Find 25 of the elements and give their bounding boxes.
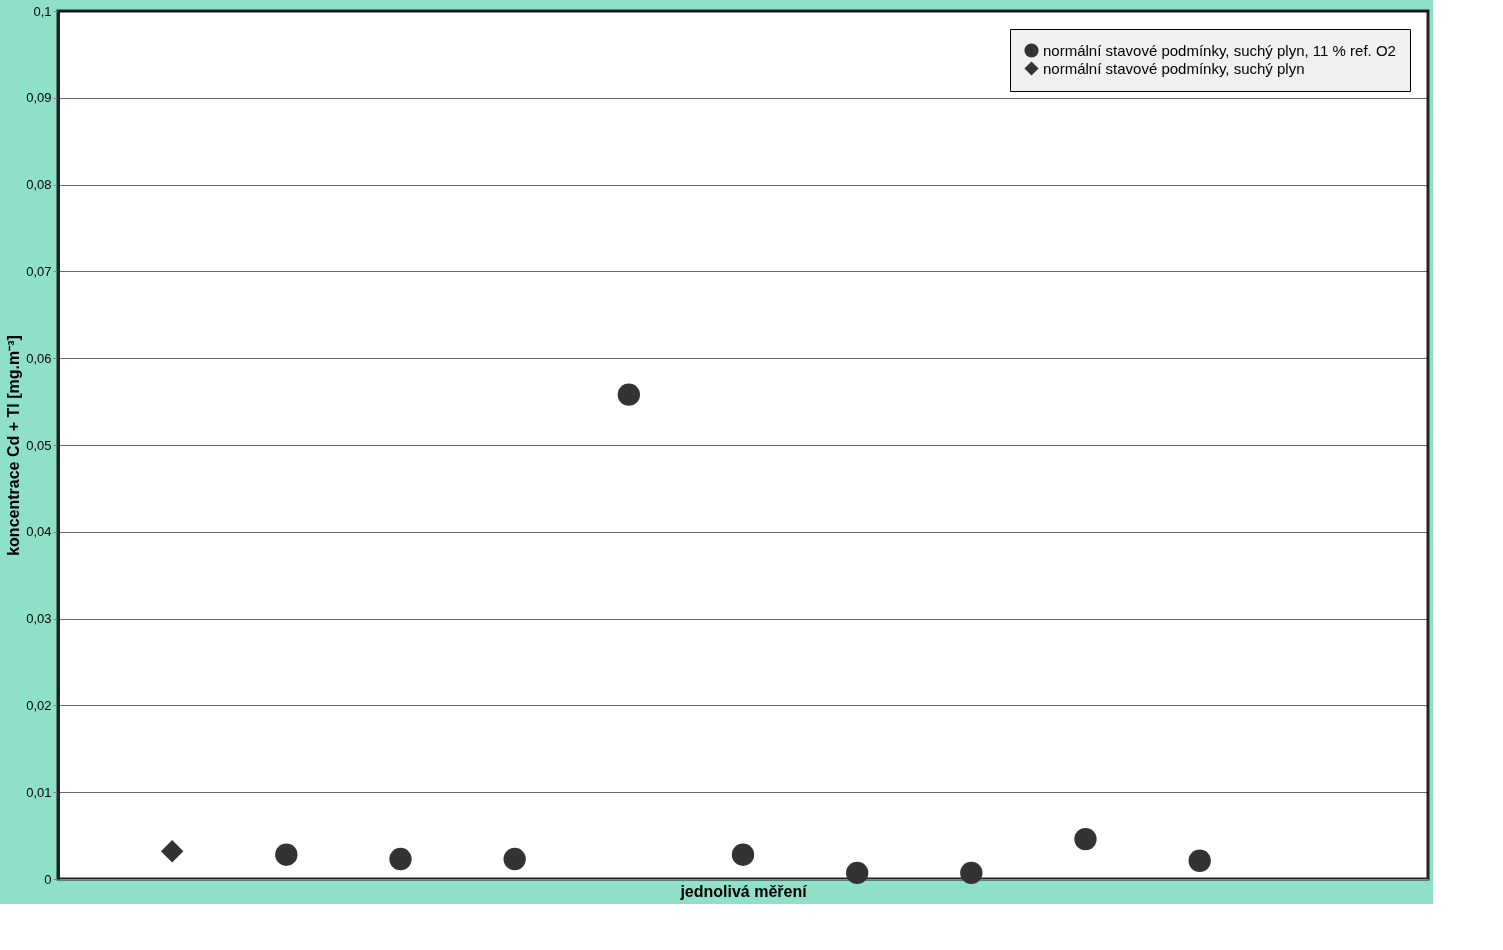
y-tick-label: 0,1 (33, 3, 52, 19)
legend-label: normální stavové podmínky, suchý plyn (1043, 59, 1305, 77)
legend-label: normální stavové podmínky, suchý plyn, 11 % ref. O2 (1043, 41, 1396, 59)
point (160, 840, 184, 863)
point (503, 847, 526, 871)
point (275, 843, 298, 866)
y-tick-label: 0,03 (26, 611, 52, 627)
point (1074, 827, 1097, 851)
y-tick-label: 0,04 (26, 524, 52, 540)
y-tick-label: 0 (44, 871, 52, 887)
y-tick-label: 0,06 (26, 350, 52, 366)
point (1188, 849, 1211, 872)
point (617, 383, 641, 406)
x-axis-title: jednolivá měření (679, 882, 808, 900)
y-tick-label: 0,05 (26, 437, 52, 453)
y-tick-label: 0,08 (26, 177, 52, 193)
y-tick-label: 0,01 (26, 784, 52, 800)
point (845, 861, 869, 885)
point (731, 843, 755, 866)
point (389, 847, 412, 871)
point (960, 861, 983, 885)
y-tick-label: 0,09 (26, 90, 52, 106)
y-tick-label: 0,02 (26, 697, 52, 713)
y-axis-title: koncentrace Cd + Tl [mg.m⁻³] (5, 335, 23, 556)
y-tick-label: 0,07 (26, 263, 52, 279)
